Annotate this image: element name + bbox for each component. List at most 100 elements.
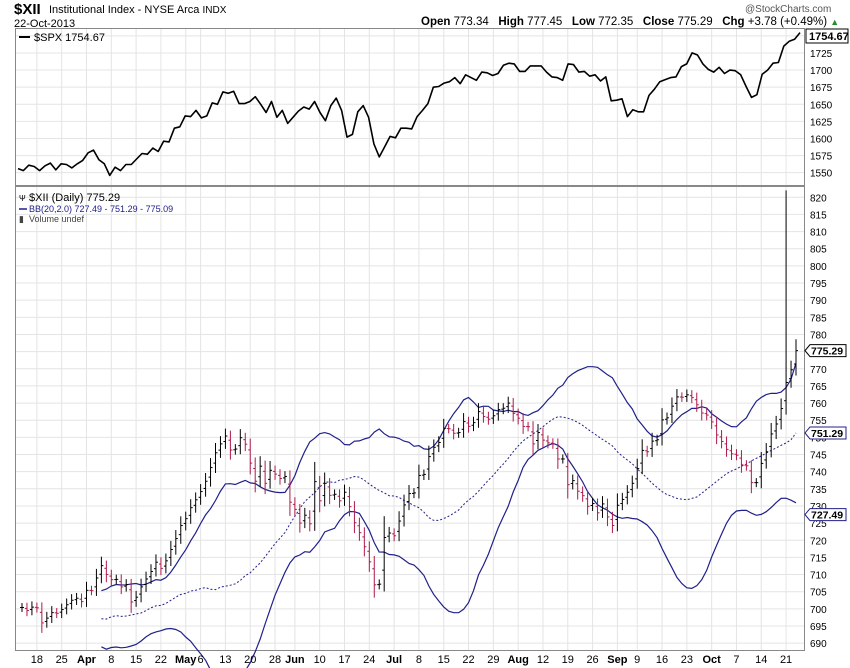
x-tick-label: 12 (537, 654, 549, 666)
ohlc-bar (511, 397, 516, 422)
x-tick-label: 17 (338, 654, 350, 666)
ohlc-bar (208, 458, 213, 487)
x-tick-label: 14 (755, 654, 767, 666)
xii-y-tick-label: 720 (810, 536, 827, 547)
ohlc-bar (203, 473, 208, 497)
spx-y-tick-label: 1650 (810, 100, 833, 111)
xii-y-tick-label: 795 (810, 279, 827, 290)
ohlc-bar (337, 489, 342, 508)
xii-y-tick-label: 800 (810, 262, 827, 273)
header-name: Institutional Index - NYSE Arca INDX (49, 4, 227, 16)
ohlc-bar (466, 416, 471, 433)
xii-y-tick-label: 715 (810, 553, 827, 564)
x-tick-label: 28 (269, 654, 281, 666)
ohlc-bar (431, 439, 436, 462)
ohlc-bar (684, 389, 689, 402)
x-tick-label: 25 (56, 654, 68, 666)
ohlc-bar (625, 485, 630, 505)
ohlc-bar (213, 442, 218, 473)
ohlc-bar (54, 608, 59, 619)
ohlc-bar (555, 438, 560, 469)
x-tick-label: 8 (108, 654, 114, 666)
bb-low-tag-text: 727.49 (811, 510, 843, 522)
ohlc-bar (317, 475, 322, 513)
ohlc-bar (327, 478, 332, 505)
ohlc-bar (342, 484, 347, 506)
spx-panel-frame (15, 28, 805, 186)
spx-last-label: 1754.67 (809, 31, 849, 43)
x-tick-label: 22 (462, 654, 474, 666)
ohlc-bar (719, 430, 724, 449)
ohlc-bar (679, 392, 684, 402)
xii-y-tick-label: 815 (810, 210, 827, 221)
x-tick-label: Apr (77, 654, 97, 666)
ohlc-bar (263, 460, 268, 495)
xii-y-tick-label: 765 (810, 382, 827, 393)
ohlc-bar (332, 489, 337, 500)
ohlc-bar (223, 428, 228, 449)
x-tick-label: 29 (487, 654, 499, 666)
ohlc-bar (312, 461, 317, 531)
header-date: 22-Oct-2013 (14, 18, 76, 30)
ohlc-bar (570, 474, 575, 490)
ohlc-bar (129, 578, 134, 613)
ohlc-bar (456, 427, 461, 438)
ohlc-bar (273, 465, 278, 480)
ohlc-bar (392, 528, 397, 542)
ohlc-bar (550, 438, 555, 449)
ohlc-bar (694, 392, 699, 412)
xii-legend: $XII (Daily) 775.29 (29, 192, 120, 204)
ohlc-bar (744, 460, 749, 471)
x-tick-label: 20 (244, 654, 256, 666)
ohlc-bar (451, 423, 456, 440)
xii-y-tick-label: 710 (810, 571, 827, 582)
x-tick-label: 24 (363, 654, 375, 666)
ohlc-bar (387, 526, 392, 543)
ohlc-bar (34, 602, 39, 613)
xii-y-tick-label: 820 (810, 193, 827, 204)
ohlc-bar (461, 413, 466, 438)
ohlc-bar (29, 601, 34, 616)
ohlc-bar (74, 592, 79, 605)
ohlc-bar (362, 527, 367, 557)
x-tick-label: 7 (733, 654, 739, 666)
ohlc-bar (655, 434, 660, 446)
ohlc-bar (407, 485, 411, 511)
spx-last-tag (805, 28, 849, 44)
ohlc-bar (158, 557, 163, 576)
ohlc-bar (416, 464, 421, 499)
ohlc-bar (134, 590, 139, 607)
x-tick-label: May (175, 654, 197, 666)
ohlc-bar (104, 560, 109, 583)
spx-y-tick-label: 1625 (810, 117, 833, 128)
ohlc-bar (322, 472, 327, 507)
ohlc-bar (139, 578, 144, 603)
x-tick-label: 6 (198, 654, 204, 666)
xii-y-tick-label: 790 (810, 296, 827, 307)
ohlc-bar (397, 511, 402, 542)
bb-upper-band (101, 362, 797, 592)
ohlc-bar (89, 585, 94, 596)
ohlc-bar (114, 574, 119, 585)
xii-y-tick-label: 780 (810, 330, 827, 341)
ohlc-bar (297, 504, 302, 533)
ohlc-bar (382, 516, 387, 592)
ohlc-bar (421, 469, 426, 481)
ohlc-bar (674, 389, 679, 412)
ohlc-bar (779, 398, 784, 430)
ohlc-bar (774, 415, 779, 440)
spx-y-tick-label: 1550 (810, 169, 833, 180)
ohlc-bar (605, 498, 610, 527)
ohlc-bar (640, 439, 645, 475)
xii-y-tick-label: 805 (810, 245, 827, 256)
ohlc-bar (282, 471, 287, 484)
ohlc-bar (764, 443, 769, 469)
xii-y-tick-label: 810 (810, 228, 827, 239)
x-tick-label: Jul (386, 654, 402, 666)
ohlc-bar (585, 490, 590, 515)
ohlc-bar (496, 402, 501, 421)
ohlc-bar (357, 517, 362, 541)
ohlc-bar (243, 432, 248, 452)
ohlc-bar (516, 408, 521, 425)
header-symbol: $XII (14, 1, 41, 18)
